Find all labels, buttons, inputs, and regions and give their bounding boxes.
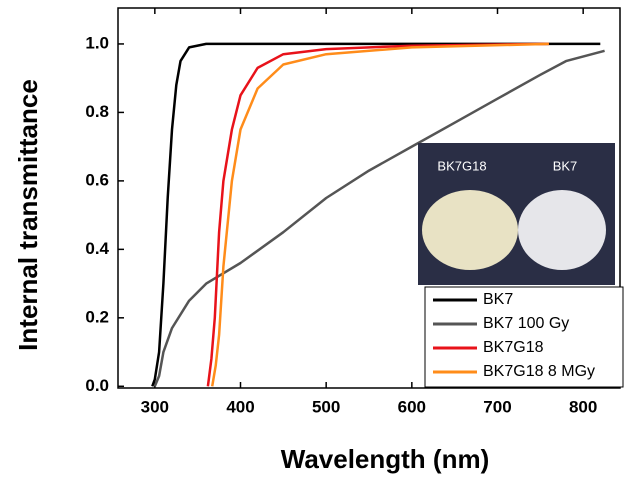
legend-label: BK7G18: [483, 339, 544, 356]
sample-bk7g18: [422, 190, 518, 270]
y-tick-label: 0.8: [85, 102, 109, 121]
y-tick-label: 0.6: [85, 170, 109, 189]
x-tick-label: 800: [569, 397, 597, 416]
x-tick-label: 300: [141, 397, 169, 416]
inset-photo: BK7G18 BK7: [418, 143, 615, 285]
y-tick-label: 1.0: [85, 33, 109, 52]
sample-bk7: [518, 190, 606, 270]
y-tick-label: 0.4: [85, 239, 109, 258]
series-line: [151, 42, 601, 387]
inset-label: BK7: [553, 158, 578, 173]
y-tick-label: 0.2: [85, 307, 109, 326]
x-tick-label: 500: [312, 397, 340, 416]
legend-box: [424, 286, 624, 388]
plot-frame: [117, 7, 621, 389]
series-line: [206, 42, 549, 387]
inset-label: BK7G18: [437, 158, 486, 173]
legend-label: BK7: [483, 291, 513, 308]
series-line: [153, 49, 605, 387]
legend-label: BK7 100 Gy: [483, 315, 569, 332]
y-axis-title: Internal transmittance: [13, 79, 43, 351]
series-line: [210, 42, 549, 387]
legend-label: BK7G18 8 MGy: [483, 363, 595, 380]
y-tick-label: 0.0: [85, 376, 109, 395]
x-tick-label: 600: [398, 397, 426, 416]
x-tick-label: 700: [483, 397, 511, 416]
x-axis-title: Wavelength (nm): [281, 444, 489, 474]
x-tick-label: 400: [226, 397, 254, 416]
